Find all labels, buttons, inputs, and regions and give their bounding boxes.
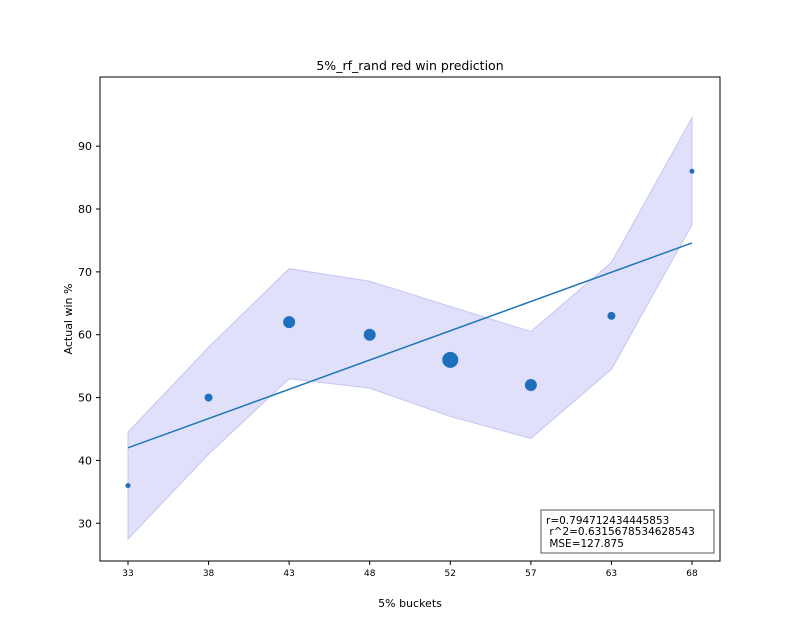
data-point — [524, 379, 537, 391]
data-point — [689, 168, 695, 174]
x-tick-label: 57 — [525, 569, 536, 579]
x-tick-label: 68 — [686, 569, 698, 579]
y-tick-label: 40 — [78, 454, 92, 467]
data-point — [442, 351, 459, 368]
data-point — [283, 316, 296, 329]
stats-box: r=0.794712434445853 r^2=0.63156785346285… — [540, 509, 715, 554]
y-axis: 30 40 50 60 70 80 90 — [78, 140, 100, 530]
x-axis: 33 38 43 48 52 57 63 68 — [122, 561, 698, 579]
y-tick-label: 30 — [78, 517, 92, 530]
x-tick-label: 52 — [445, 569, 456, 579]
stats-r2: r^2=0.6315678534628543 — [546, 526, 695, 538]
fit-line — [127, 242, 693, 449]
points-layer — [125, 168, 695, 489]
fit-line-layer — [127, 242, 693, 449]
data-point — [363, 328, 376, 341]
y-tick-label: 50 — [78, 392, 92, 405]
confidence-band-layer — [127, 115, 693, 541]
stats-mse: MSE=127.875 — [546, 538, 624, 550]
y-tick-label: 70 — [78, 266, 92, 279]
x-tick-label: 33 — [122, 569, 133, 579]
x-tick-label: 43 — [283, 569, 294, 579]
stats-box-frame — [540, 509, 715, 554]
data-point — [125, 483, 131, 489]
y-tick-label: 80 — [78, 203, 92, 216]
x-tick-label: 38 — [203, 569, 215, 579]
chart-title: 5%_rf_rand red win prediction — [316, 58, 503, 73]
stats-r: r=0.794712434445853 — [546, 515, 669, 527]
y-tick-label: 60 — [78, 329, 92, 342]
x-tick-label: 48 — [364, 569, 376, 579]
data-point — [204, 393, 213, 402]
data-point — [607, 311, 616, 320]
confidence-band — [127, 115, 693, 541]
x-axis-label: 5% buckets — [378, 597, 442, 610]
y-axis-label: Actual win % — [62, 284, 75, 355]
plot-frame — [99, 76, 721, 562]
x-tick-label: 63 — [606, 569, 617, 579]
y-tick-label: 90 — [78, 140, 92, 153]
